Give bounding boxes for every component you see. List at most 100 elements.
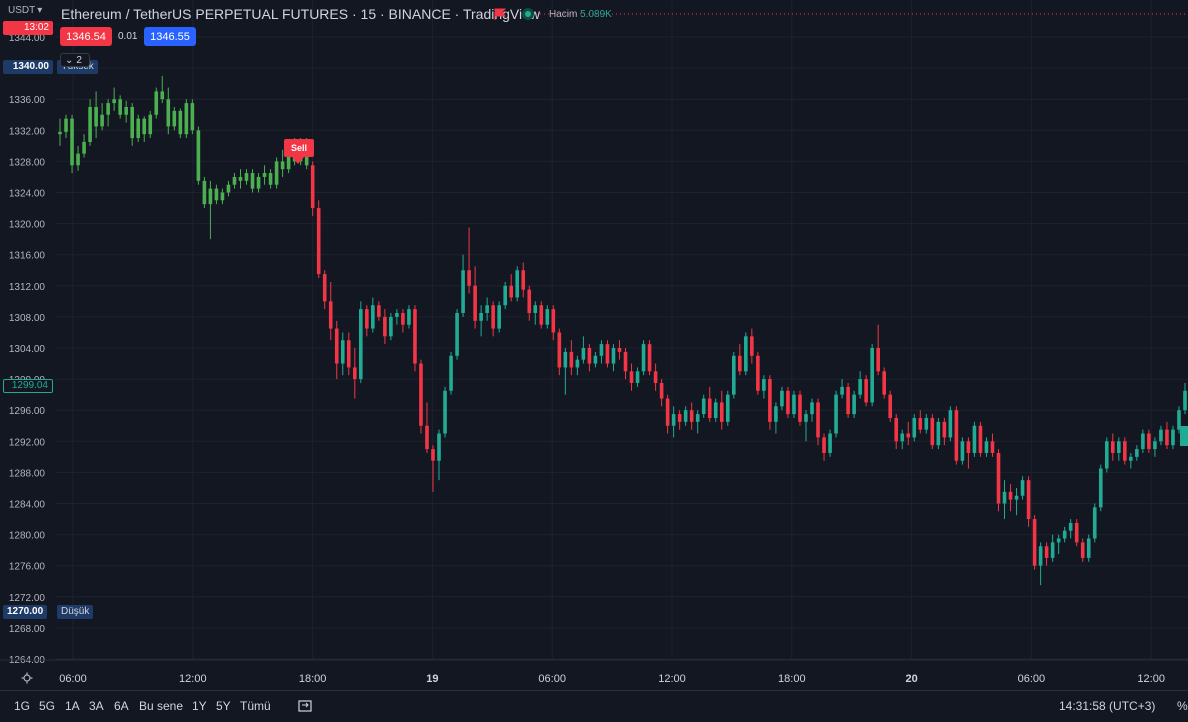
price-tick-label: 1296.00 bbox=[9, 406, 46, 417]
candle-body bbox=[166, 99, 171, 127]
candle-body bbox=[792, 394, 796, 415]
candle-body bbox=[852, 394, 856, 415]
candle-body bbox=[713, 402, 718, 418]
price-tick-label: 1312.00 bbox=[9, 282, 46, 293]
candle-body bbox=[419, 363, 423, 426]
timeframe-6m[interactable]: 6A bbox=[114, 699, 129, 713]
candle-body bbox=[1008, 491, 1013, 500]
candle-body bbox=[196, 130, 201, 181]
candle-body bbox=[280, 161, 285, 170]
candle-body bbox=[978, 425, 983, 453]
low-price-badge: 1270.00 bbox=[3, 605, 47, 619]
candle-body bbox=[840, 386, 844, 395]
candle-body bbox=[340, 340, 345, 364]
candle-body bbox=[58, 131, 62, 135]
candle-body bbox=[232, 176, 237, 185]
percent-scale-toggle[interactable]: % bbox=[1177, 699, 1188, 713]
timeframe-1y[interactable]: 1Y bbox=[192, 699, 207, 713]
candle-body bbox=[262, 173, 267, 177]
candle-body bbox=[1092, 507, 1097, 539]
candle-body bbox=[972, 425, 977, 453]
price-tick-label: 1324.00 bbox=[9, 189, 46, 200]
timeframe-all[interactable]: Tümü bbox=[240, 699, 271, 713]
candle-body bbox=[310, 165, 315, 209]
candle-body bbox=[954, 410, 959, 461]
candle-body bbox=[383, 316, 387, 337]
candle-body bbox=[1038, 546, 1043, 566]
price-tick-label: 1280.00 bbox=[9, 531, 46, 542]
candle-body bbox=[473, 285, 477, 321]
time-tick-label: 06:00 bbox=[59, 673, 87, 685]
candle-body bbox=[1159, 429, 1163, 442]
candle-body bbox=[900, 433, 905, 442]
timeframe-1d[interactable]: 1G bbox=[14, 699, 31, 713]
countdown-badge: 13:02 bbox=[3, 21, 53, 35]
time-tick-label: 06:00 bbox=[1018, 673, 1046, 685]
clock-timezone[interactable]: 14:31:58 (UTC+3) bbox=[1059, 699, 1156, 713]
gear-icon[interactable] bbox=[21, 672, 33, 684]
buy-button[interactable]: 1346.55 bbox=[144, 27, 196, 46]
candle-body bbox=[557, 332, 562, 368]
currency-selector[interactable]: USDT ▾ bbox=[8, 5, 42, 16]
low-label-badge: Düşük bbox=[57, 605, 94, 619]
go-to-date-icon[interactable] bbox=[298, 699, 312, 713]
candle-body bbox=[1074, 522, 1079, 543]
candlestick-chart[interactable]: 1344.00 1340.00 1336.00 1332.00 1328.00 1324.… bbox=[0, 0, 1188, 690]
candle-body bbox=[798, 394, 802, 422]
candle-body bbox=[443, 390, 447, 434]
candle-body bbox=[190, 103, 195, 131]
candle-body bbox=[1050, 542, 1055, 558]
candle-body bbox=[1026, 480, 1031, 520]
candle-body bbox=[250, 173, 255, 189]
timeframe-5y[interactable]: 5Y bbox=[216, 699, 231, 713]
candle-body bbox=[352, 367, 357, 380]
chevron-down-icon: ⌄ bbox=[65, 54, 74, 66]
candle-body bbox=[1080, 542, 1085, 558]
candle-body bbox=[346, 340, 351, 368]
sell-button[interactable]: 1346.54 bbox=[60, 27, 112, 46]
candle-body bbox=[1002, 491, 1007, 504]
candle-body bbox=[617, 348, 622, 352]
candle-body bbox=[834, 394, 838, 434]
timeframe-3m[interactable]: 3A bbox=[89, 699, 104, 713]
sell-signal-label[interactable]: Sell bbox=[284, 139, 314, 157]
candle-body bbox=[683, 410, 688, 422]
timeframe-5d[interactable]: 5G bbox=[39, 699, 56, 713]
candle-body bbox=[719, 402, 724, 422]
candle-body bbox=[858, 379, 862, 395]
candle-body bbox=[1044, 546, 1049, 558]
candle-body bbox=[936, 421, 941, 446]
sell-signal-arrow bbox=[292, 157, 304, 164]
candle-body bbox=[701, 398, 706, 415]
candle-body bbox=[377, 305, 381, 317]
candle-body bbox=[220, 192, 225, 201]
candle-body bbox=[172, 110, 177, 127]
time-tick-label: 20 bbox=[905, 673, 917, 685]
candle-body bbox=[695, 414, 700, 422]
timeframe-1m[interactable]: 1A bbox=[65, 699, 80, 713]
timeframe-ytd[interactable]: Bu sene bbox=[139, 699, 184, 713]
time-tick-label: 12:00 bbox=[658, 673, 686, 685]
candle-body bbox=[359, 309, 363, 380]
candle-body bbox=[76, 153, 80, 166]
candle-body bbox=[244, 173, 249, 181]
candle-body bbox=[653, 371, 658, 383]
candle-body bbox=[569, 351, 574, 368]
candle-body bbox=[635, 371, 640, 383]
candle-body bbox=[154, 91, 159, 115]
candle-body bbox=[545, 309, 550, 325]
time-tick-label: 18:00 bbox=[299, 673, 327, 685]
spread-value: 0.01 bbox=[118, 31, 138, 42]
candle-body bbox=[395, 313, 399, 317]
market-open-icon[interactable] bbox=[522, 8, 534, 20]
candle-body bbox=[870, 348, 874, 403]
price-tick-label: 1316.00 bbox=[9, 251, 46, 262]
price-tick-label: 1284.00 bbox=[9, 500, 46, 511]
candle-body bbox=[148, 114, 153, 135]
candle-body bbox=[1183, 390, 1187, 411]
candle-body bbox=[804, 414, 808, 422]
candle-body bbox=[1032, 519, 1037, 566]
flag-icon[interactable] bbox=[494, 8, 506, 20]
indicators-toggle[interactable]: ⌄ 2 bbox=[60, 53, 90, 67]
candle-body bbox=[449, 355, 453, 391]
